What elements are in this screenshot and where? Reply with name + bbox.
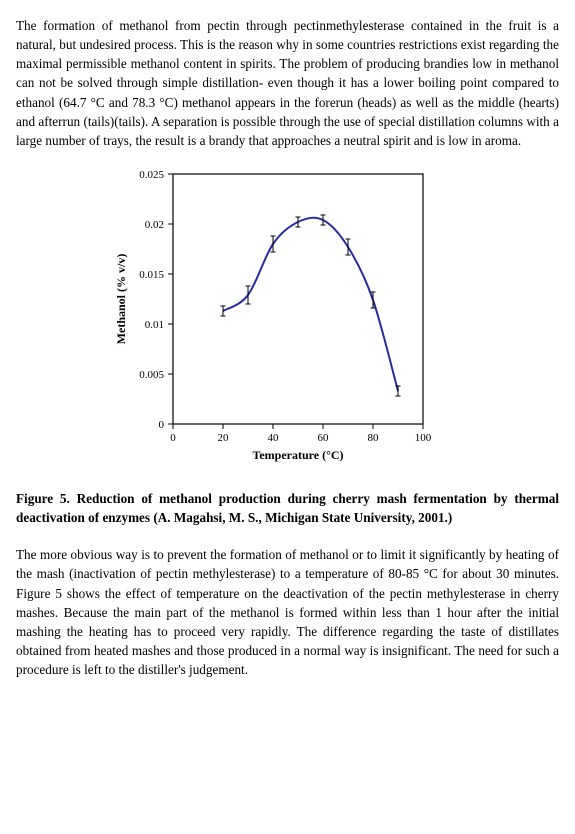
figure-5-caption: Figure 5. Reduction of methanol producti… — [16, 489, 559, 527]
svg-text:0: 0 — [170, 432, 176, 444]
svg-text:0.005: 0.005 — [139, 369, 164, 381]
svg-text:Methanol (% v/v): Methanol (% v/v) — [114, 254, 128, 345]
svg-text:80: 80 — [367, 432, 379, 444]
figure-5-chart: 0 20 40 60 80 100 0 0.005 0.01 0.015 0.02 0.025 Temp… — [16, 164, 559, 479]
svg-text:100: 100 — [414, 432, 431, 444]
svg-text:0.015: 0.015 — [139, 269, 164, 281]
svg-text:0.01: 0.01 — [144, 319, 163, 331]
svg-text:60: 60 — [317, 432, 329, 444]
svg-text:0.025: 0.025 — [139, 169, 164, 181]
followup-paragraph: The more obvious way is to prevent the f… — [16, 545, 559, 679]
svg-text:Temperature (°C): Temperature (°C) — [252, 448, 343, 462]
svg-text:20: 20 — [217, 432, 229, 444]
intro-paragraph: The formation of methanol from pectin th… — [16, 16, 559, 150]
svg-text:0.02: 0.02 — [144, 219, 163, 231]
svg-text:40: 40 — [267, 432, 279, 444]
svg-text:0: 0 — [158, 419, 164, 431]
